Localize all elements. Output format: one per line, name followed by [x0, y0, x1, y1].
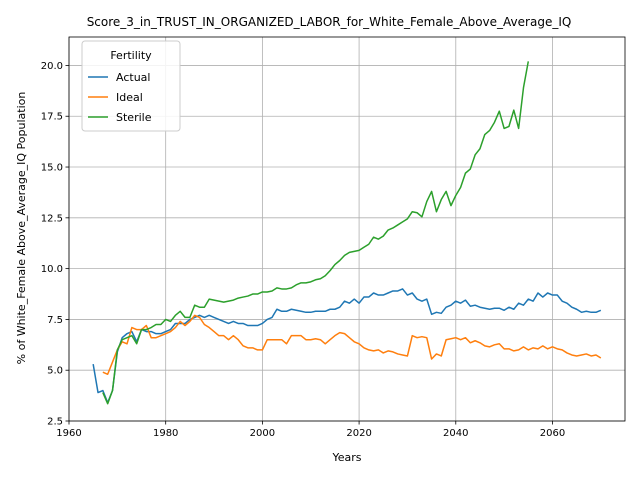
y-tick-label: 17.5 — [41, 112, 63, 123]
legend: Fertility Actual Ideal Sterile — [81, 40, 181, 132]
chart-title: Score_3_in_TRUST_IN_ORGANIZED_LABOR_for_… — [87, 15, 572, 29]
legend-entries: Actual Ideal Sterile — [88, 71, 152, 124]
y-tick-label: 15.0 — [41, 163, 63, 174]
x-tick-label: 1960 — [56, 428, 81, 439]
series-line-ideal — [102, 314, 602, 376]
y-tick-label: 2.5 — [47, 417, 63, 428]
y-axis-label: % of White_Female Above_Average_IQ Popul… — [15, 92, 28, 365]
legend-label-sterile: Sterile — [116, 111, 152, 124]
x-axis-label: Years — [331, 451, 361, 464]
y-tick-label: 5.0 — [47, 366, 63, 377]
grid-lines — [68, 37, 625, 422]
x-axis-ticks: 1960 1980 2000 2020 2040 2060 — [56, 421, 565, 439]
x-tick-label: 2000 — [250, 428, 275, 439]
x-tick-label: 2040 — [443, 428, 468, 439]
legend-title: Fertility — [110, 49, 152, 62]
y-axis-ticks: 2.5 5.0 7.5 10.0 12.5 15.0 17.5 20.0 — [41, 61, 69, 428]
x-tick-label: 2060 — [540, 428, 565, 439]
legend-label-ideal: Ideal — [116, 91, 143, 104]
x-tick-label: 1980 — [153, 428, 178, 439]
y-tick-label: 7.5 — [47, 315, 63, 326]
axes-frame — [68, 36, 626, 422]
legend-box — [81, 40, 181, 132]
y-tick-label: 20.0 — [41, 61, 63, 72]
legend-label-actual: Actual — [116, 71, 150, 84]
series-lines — [92, 61, 602, 405]
y-tick-label: 10.0 — [41, 264, 63, 275]
y-tick-label: 12.5 — [41, 213, 63, 224]
x-tick-label: 2020 — [346, 428, 371, 439]
series-line-sterile — [102, 61, 530, 405]
